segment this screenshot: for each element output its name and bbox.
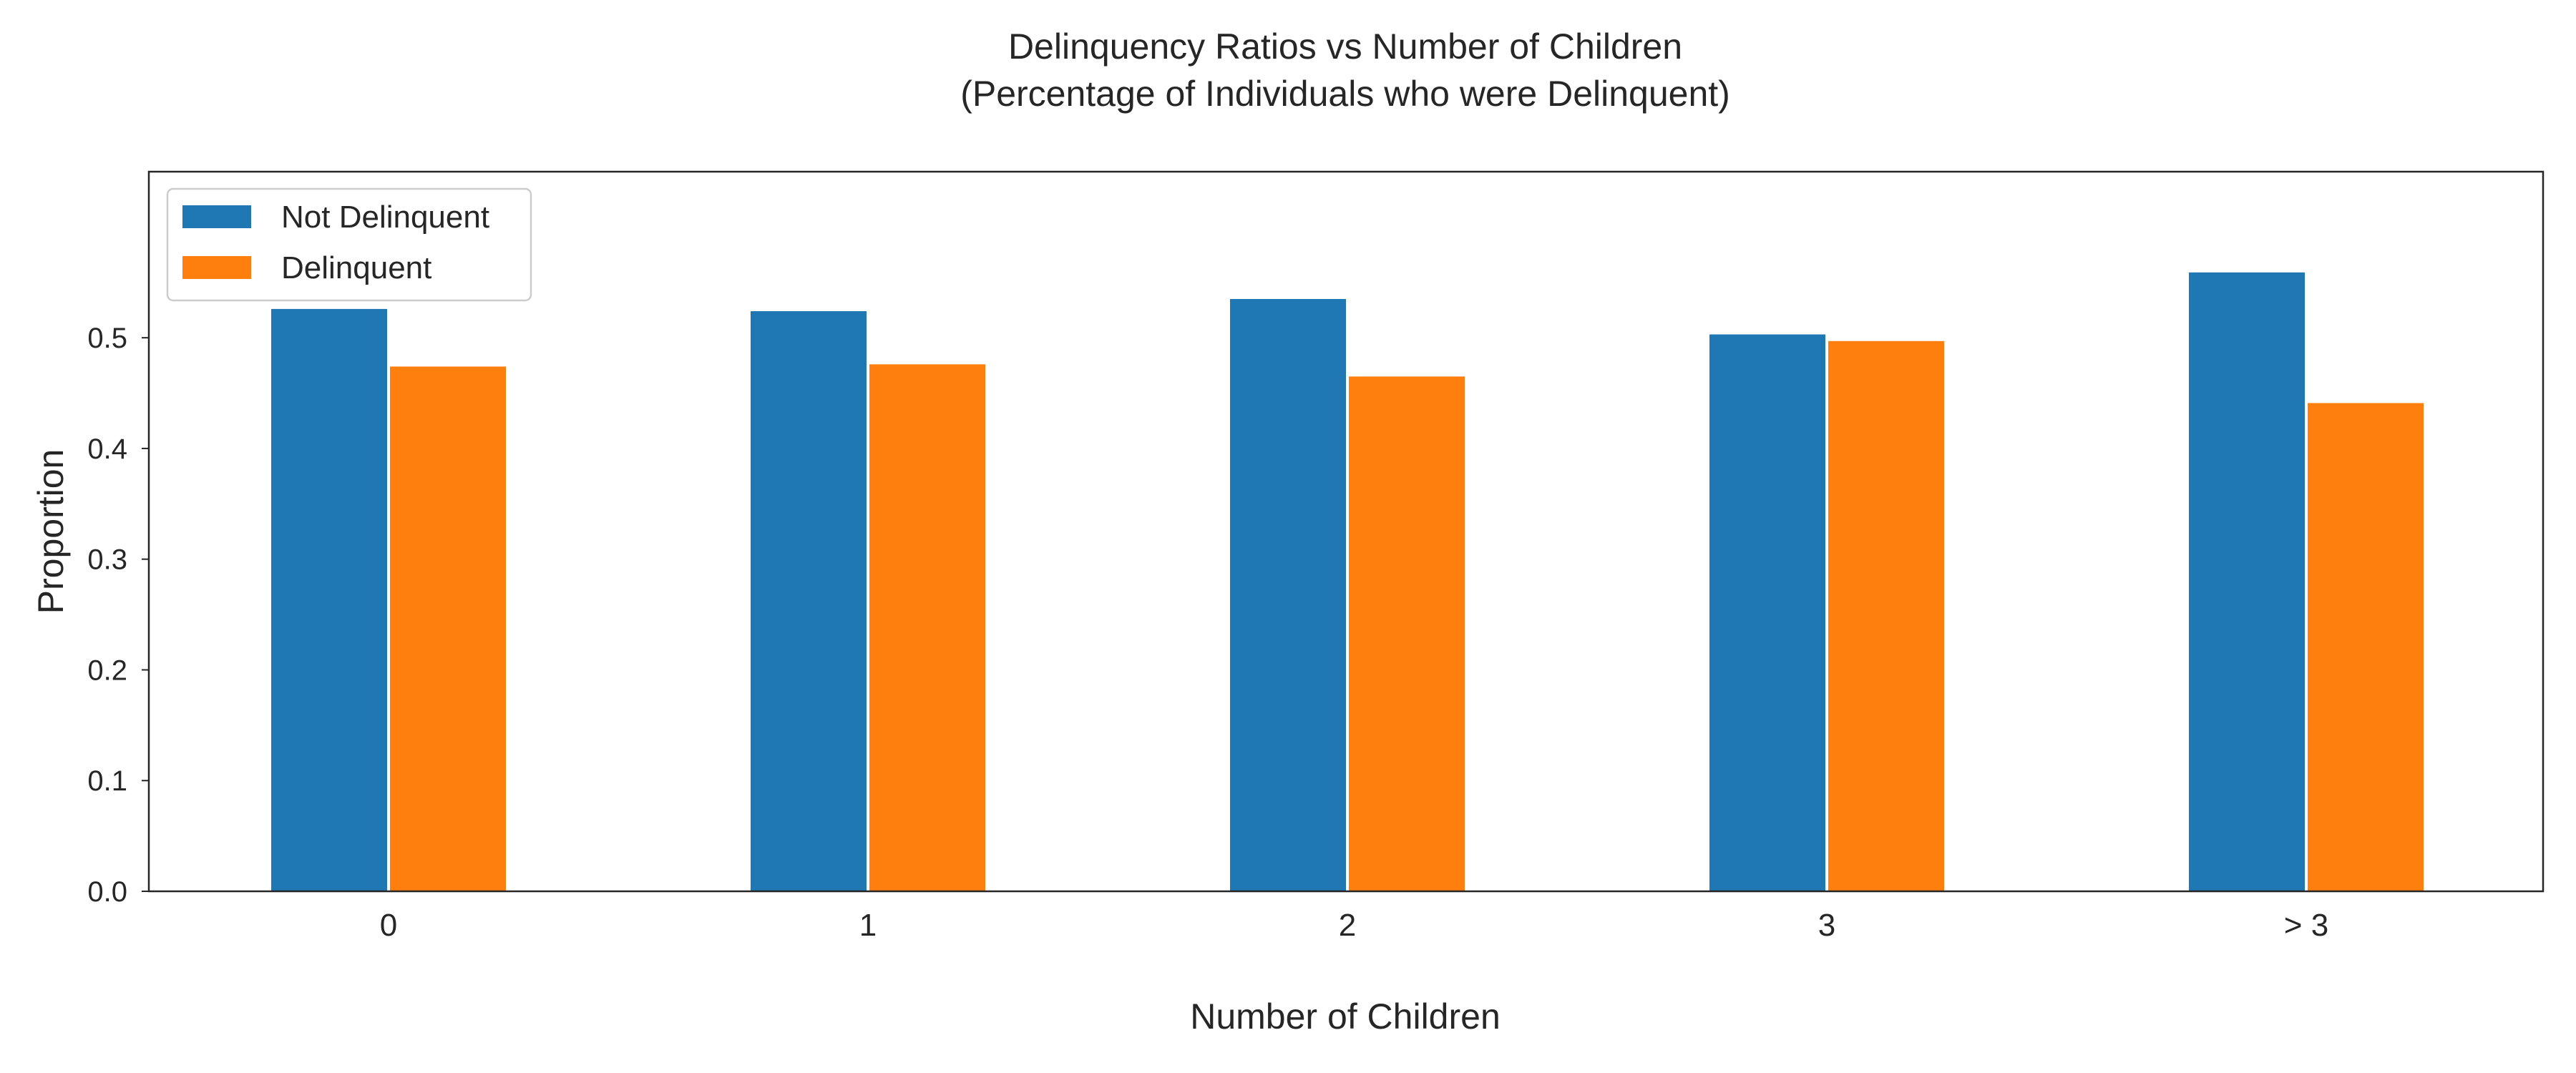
bar-delinquent-2 xyxy=(1349,376,1465,891)
y-tick-label: 0.4 xyxy=(87,433,127,465)
bar-delinquent-1 xyxy=(869,364,985,891)
x-tick-label: > 3 xyxy=(2284,908,2328,943)
bar-not-delinquent-3 xyxy=(1709,334,1825,892)
chart-title-line-1: Delinquency Ratios vs Number of Children xyxy=(1008,26,1682,67)
y-tick-label: 0.0 xyxy=(87,876,127,908)
chart-title: Delinquency Ratios vs Number of Children… xyxy=(960,26,1730,114)
x-tick-label: 3 xyxy=(1818,908,1835,943)
y-tick-label: 0.2 xyxy=(87,655,127,686)
legend-swatch-not-delinquent xyxy=(182,205,251,228)
legend-label-not-delinquent: Not Delinquent xyxy=(281,200,489,235)
bar-not-delinquent-0 xyxy=(271,308,387,892)
bars-layer xyxy=(271,272,2424,892)
legend: Not Delinquent Delinquent xyxy=(166,187,532,302)
y-axis-ticks: 0.0 0.1 0.2 0.3 0.4 0.5 xyxy=(87,323,149,908)
chart-subtitle: (Percentage of Individuals who were Deli… xyxy=(960,74,1730,114)
bar-not-delinquent-3 xyxy=(2189,272,2305,892)
y-tick-label: 0.1 xyxy=(87,765,127,797)
bar-delinquent-3 xyxy=(1828,340,1944,891)
bar-not-delinquent-2 xyxy=(1230,298,1346,891)
x-tick-label: 1 xyxy=(859,908,877,943)
legend-swatch-delinquent xyxy=(182,256,251,279)
y-axis-label: Proportion xyxy=(31,449,71,614)
bar-not-delinquent-1 xyxy=(751,311,867,891)
x-axis-ticks: 0 1 2 3 > 3 xyxy=(380,908,2328,943)
plot-frame xyxy=(147,170,2545,893)
y-tick-label: 0.5 xyxy=(87,323,127,354)
x-axis-label: Number of Children xyxy=(1190,996,1501,1037)
legend-label-delinquent: Delinquent xyxy=(281,250,431,285)
x-tick-label: 2 xyxy=(1339,908,1356,943)
y-tick-label: 0.3 xyxy=(87,544,127,576)
x-tick-label: 0 xyxy=(380,908,397,943)
legend-frame xyxy=(166,187,532,302)
bar-delinquent-3 xyxy=(2308,403,2424,891)
bar-delinquent-0 xyxy=(390,366,506,891)
